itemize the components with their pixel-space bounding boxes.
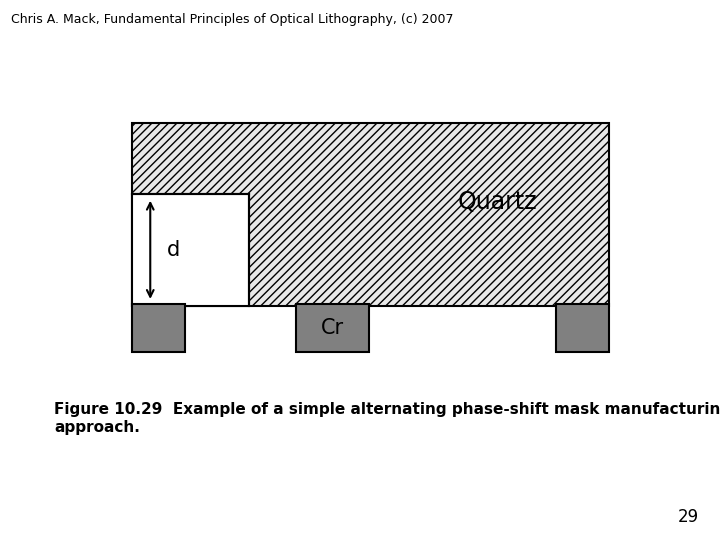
Bar [132,194,249,306]
Text: 29: 29 [678,509,698,526]
Bar [297,304,369,352]
Text: Quartz: Quartz [457,190,537,214]
Text: Cr: Cr [321,318,344,338]
Bar [132,123,609,306]
Text: Figure 10.29  Example of a simple alternating phase-shift mask manufacturing
app: Figure 10.29 Example of a simple alterna… [54,402,720,435]
Bar [556,304,609,352]
Bar [132,304,185,352]
Text: Chris A. Mack, Fundamental Principles of Optical Lithography, (c) 2007: Chris A. Mack, Fundamental Principles of… [11,14,454,26]
Text: d: d [167,240,180,260]
